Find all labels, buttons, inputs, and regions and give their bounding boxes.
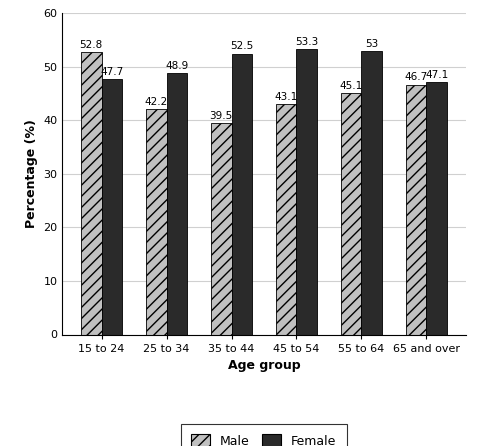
Text: 52.5: 52.5 bbox=[230, 41, 253, 51]
Text: 47.7: 47.7 bbox=[100, 67, 123, 77]
Bar bbox=[102, 79, 122, 334]
Text: 42.2: 42.2 bbox=[144, 96, 168, 107]
Text: 46.7: 46.7 bbox=[405, 72, 428, 83]
Bar bbox=[426, 83, 447, 334]
Bar bbox=[81, 52, 102, 334]
Bar bbox=[167, 73, 187, 334]
Text: 52.8: 52.8 bbox=[80, 40, 103, 50]
Bar bbox=[211, 123, 231, 334]
Bar bbox=[297, 49, 317, 334]
Bar bbox=[341, 93, 361, 334]
Bar bbox=[231, 54, 252, 334]
Text: 53.3: 53.3 bbox=[295, 37, 319, 47]
Text: 45.1: 45.1 bbox=[339, 81, 363, 91]
Bar bbox=[361, 51, 382, 334]
Bar bbox=[406, 85, 426, 334]
Text: 39.5: 39.5 bbox=[209, 111, 233, 121]
Text: 53: 53 bbox=[365, 39, 379, 49]
Bar bbox=[146, 109, 167, 334]
Text: 48.9: 48.9 bbox=[165, 61, 189, 70]
X-axis label: Age group: Age group bbox=[228, 359, 300, 372]
Y-axis label: Percentage (%): Percentage (%) bbox=[25, 120, 38, 228]
Text: 47.1: 47.1 bbox=[425, 70, 448, 80]
Text: 43.1: 43.1 bbox=[275, 92, 298, 102]
Legend: Male, Female: Male, Female bbox=[181, 424, 347, 446]
Bar bbox=[276, 104, 297, 334]
